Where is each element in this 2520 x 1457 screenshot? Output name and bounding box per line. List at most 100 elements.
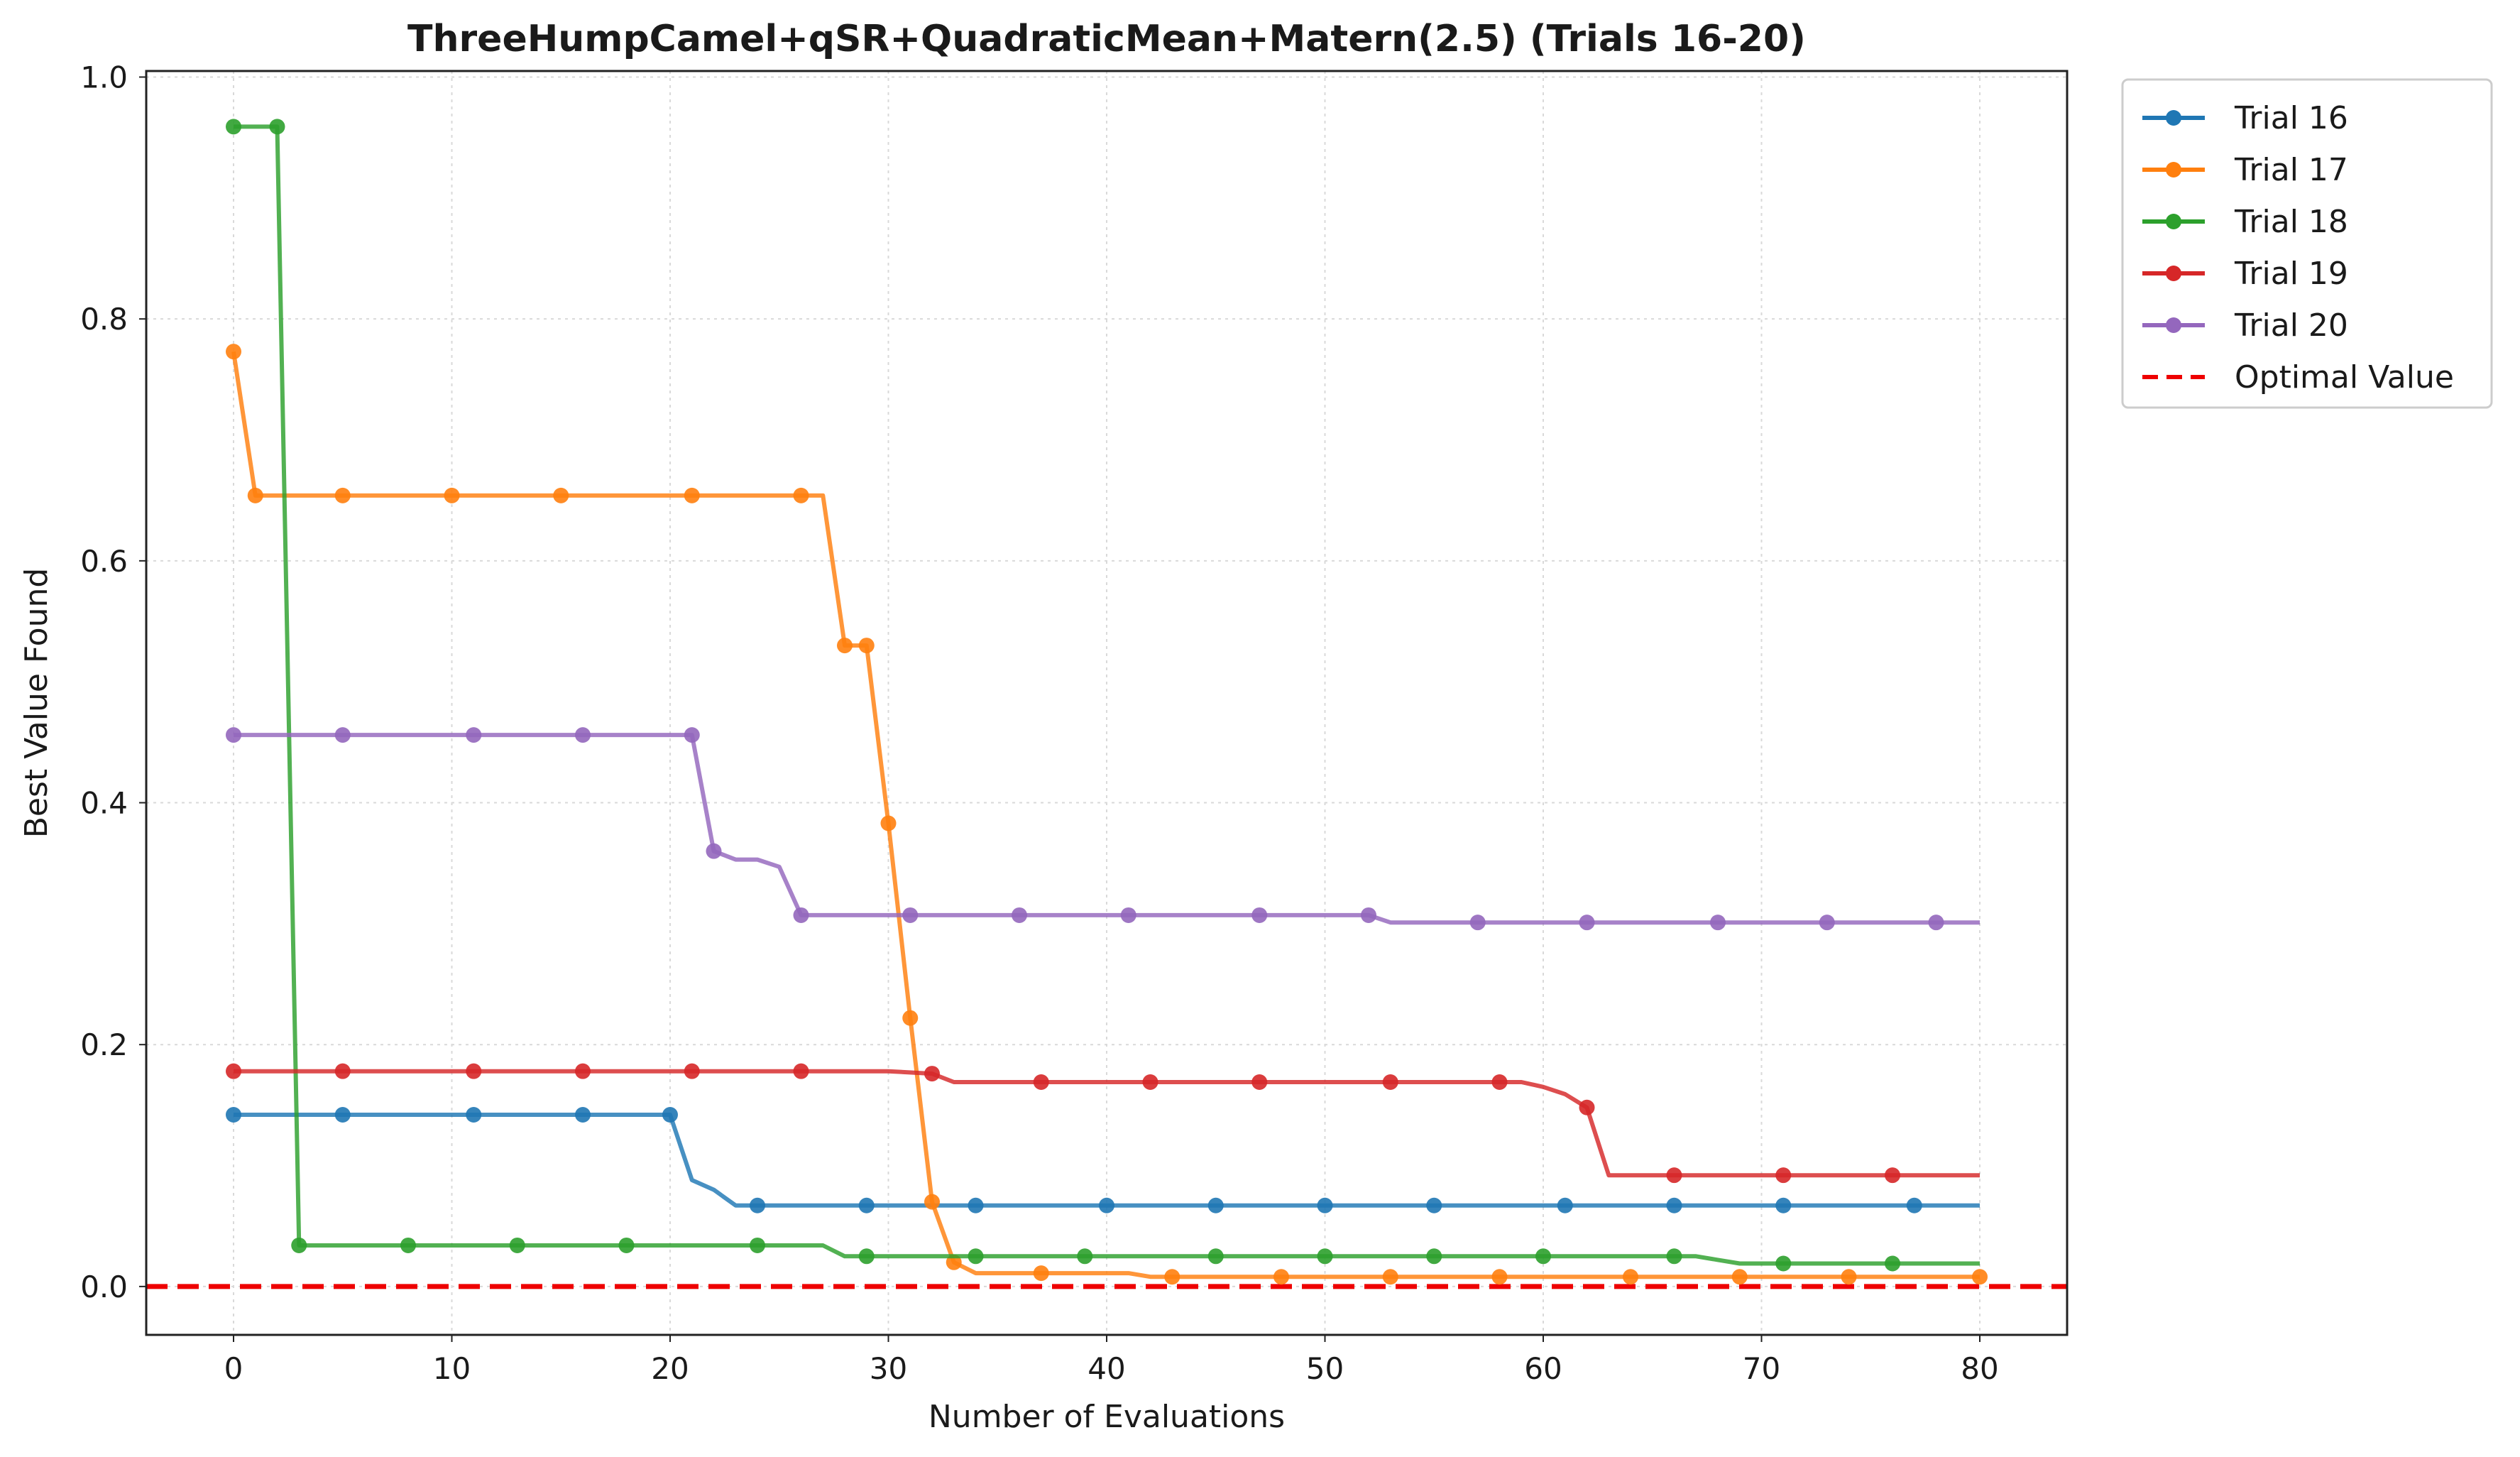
series-line: [234, 1069, 1980, 1178]
data-point: [1426, 1197, 1442, 1213]
data-point: [1273, 1269, 1289, 1285]
data-point: [1906, 1197, 1922, 1213]
data-point: [1579, 915, 1595, 931]
data-point: [1317, 1248, 1333, 1265]
data-point: [1317, 1197, 1333, 1213]
x-axis-label: Number of Evaluations: [928, 1399, 1285, 1435]
legend-marker: [2166, 162, 2181, 178]
data-point: [1666, 1197, 1682, 1213]
data-point: [858, 1197, 875, 1213]
data-point: [1491, 1269, 1508, 1285]
data-point: [1491, 1074, 1508, 1090]
data-point: [1033, 1265, 1049, 1282]
y-tick-label: 0.6: [80, 544, 128, 579]
legend-marker: [2166, 266, 2181, 281]
data-point: [684, 1063, 700, 1079]
legend-label: Trial 19: [2234, 256, 2348, 292]
data-point: [1885, 1167, 1900, 1184]
data-point: [793, 487, 809, 503]
data-point: [1535, 1248, 1551, 1265]
x-tick-label: 40: [1088, 1351, 1125, 1386]
data-point: [553, 487, 569, 503]
y-tick-label: 0.2: [80, 1027, 128, 1062]
data-point: [1251, 1074, 1268, 1090]
data-point: [575, 1106, 591, 1123]
series-trial-18: [226, 119, 1980, 1272]
legend-marker: [2166, 110, 2181, 126]
x-axis-ticks: 0 10 20 30 40 50 60 70 80: [224, 1335, 1999, 1386]
data-point: [226, 119, 241, 135]
data-point: [1666, 1248, 1682, 1265]
data-point: [334, 487, 351, 503]
data-point: [968, 1197, 984, 1213]
legend-label: Optimal Value: [2235, 359, 2454, 395]
series-line: [234, 1113, 1980, 1208]
grid: [146, 71, 2067, 1335]
data-point: [1731, 1269, 1748, 1285]
legend-label: Trial 20: [2234, 307, 2348, 344]
data-point: [226, 1106, 241, 1123]
data-point: [1099, 1197, 1114, 1213]
data-point: [466, 1106, 482, 1123]
data-point: [1077, 1248, 1093, 1265]
data-point: [662, 1106, 678, 1123]
x-tick-label: 10: [433, 1351, 471, 1386]
data-point: [575, 1063, 591, 1079]
data-point: [902, 1010, 919, 1026]
series-layer: [226, 119, 1988, 1285]
data-point: [1775, 1167, 1792, 1184]
x-tick-label: 50: [1306, 1351, 1344, 1386]
data-point: [1469, 915, 1486, 931]
data-point: [269, 119, 285, 135]
data-point: [1164, 1269, 1180, 1285]
x-tick-label: 80: [1961, 1351, 1998, 1386]
legend-label: Trial 18: [2234, 204, 2348, 240]
data-point: [1251, 907, 1268, 923]
data-point: [1012, 907, 1027, 923]
data-point: [1033, 1074, 1049, 1090]
data-point: [1142, 1074, 1158, 1090]
data-point: [444, 487, 460, 503]
x-tick-label: 20: [651, 1351, 689, 1386]
series-line: [234, 733, 1980, 925]
data-point: [1361, 907, 1376, 923]
data-point: [1819, 915, 1835, 931]
data-point: [334, 1106, 351, 1123]
series-trial-16: [226, 1106, 1980, 1213]
y-tick-label: 1.0: [80, 60, 128, 95]
data-point: [1623, 1269, 1638, 1285]
data-point: [1382, 1074, 1398, 1090]
data-point: [247, 487, 263, 503]
data-point: [968, 1248, 984, 1265]
legend: Trial 16 Trial 17 Trial 18 Trial 19 Trial 20…: [2121, 78, 2493, 409]
data-point: [1666, 1167, 1682, 1184]
data-point: [858, 638, 875, 654]
data-point: [750, 1197, 765, 1213]
data-point: [466, 727, 482, 743]
data-point: [400, 1237, 416, 1253]
data-point: [509, 1237, 525, 1253]
data-point: [1775, 1255, 1792, 1272]
data-point: [466, 1063, 482, 1079]
y-tick-label: 0.0: [80, 1270, 128, 1304]
data-point: [334, 727, 351, 743]
data-point: [837, 638, 853, 654]
data-point: [226, 727, 241, 743]
x-tick-label: 0: [224, 1351, 243, 1386]
legend-box: [2121, 78, 2493, 409]
x-tick-label: 70: [1743, 1351, 1780, 1386]
data-point: [858, 1248, 875, 1265]
x-tick-label: 30: [870, 1351, 907, 1386]
data-point: [1972, 1269, 1988, 1285]
data-point: [793, 1063, 809, 1079]
data-point: [902, 907, 919, 923]
data-point: [1928, 915, 1944, 931]
data-point: [1557, 1197, 1573, 1213]
data-point: [1885, 1255, 1900, 1272]
y-tick-label: 0.8: [80, 302, 128, 337]
series-trial-20: [226, 727, 1980, 931]
data-point: [1207, 1197, 1224, 1213]
data-point: [684, 727, 700, 743]
data-point: [618, 1237, 635, 1253]
legend-marker: [2166, 317, 2181, 333]
